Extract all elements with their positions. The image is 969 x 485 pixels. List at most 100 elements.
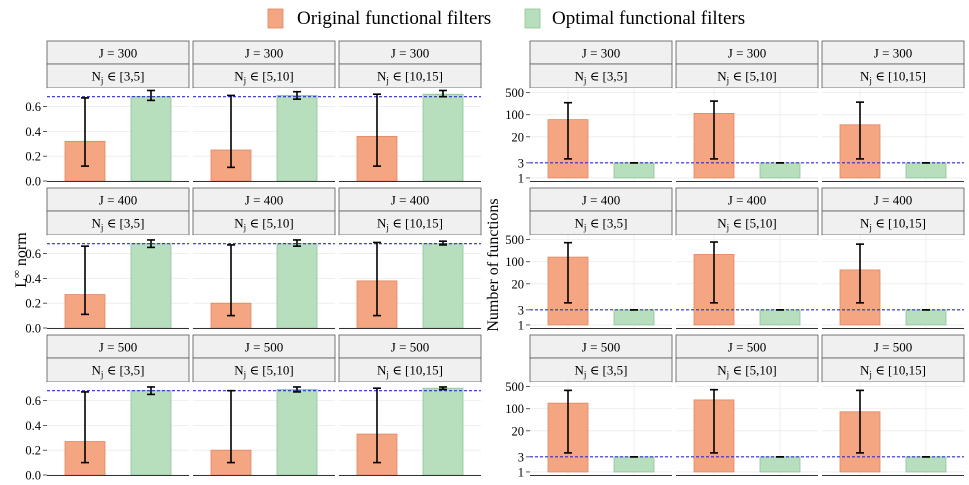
panel-right-r1-c0: J = 400 Nj ∈ [3,5] xyxy=(530,188,672,329)
facet-strip-col-label: Nj ∈ [3,5] xyxy=(575,69,628,86)
facet-strip-row-label: J = 300 xyxy=(245,46,283,61)
panel-left-r2-c0: J = 500Nj ∈ [3,5] xyxy=(47,335,189,476)
legend-label-original: Original functional filters xyxy=(297,8,491,29)
y-tick-label: 0.0 xyxy=(25,322,41,336)
y-tick-label: 0.2 xyxy=(25,150,41,164)
bar-optimal xyxy=(760,163,800,178)
y-tick-label: 1 xyxy=(518,465,524,479)
y-tick-label: 500 xyxy=(505,380,524,394)
facet-strip-row-label: J = 400 xyxy=(582,193,620,208)
y-tick-label: 3 xyxy=(518,303,524,317)
bar-optimal xyxy=(906,457,946,472)
bar-optimal xyxy=(131,391,171,475)
facet-strip-col-label: Nj ∈ [5,10] xyxy=(234,69,293,86)
panel-left-r2-c2: J = 500Nj ∈ [10,15] xyxy=(339,335,481,476)
panel-left-r0-c0: J = 300 Nj ∈ [3,5] xyxy=(47,41,189,182)
facet-strip-col-label: Nj ∈ [5,10] xyxy=(717,69,776,86)
panel-left-r1-c0: J = 400 Nj ∈ [3,5] xyxy=(47,188,189,329)
facet-col-rest: ∈ [5,10] xyxy=(246,69,294,84)
y-tick-label: 0.6 xyxy=(25,100,41,114)
panel-right-r0-c2: J = 300Nj ∈ [10,15] xyxy=(822,41,964,182)
facet-col-rest: ∈ [5,10] xyxy=(729,69,777,84)
facet-col-rest: ∈ [3,5] xyxy=(103,363,144,378)
y-axis-right-row-0: 1320100500 xyxy=(505,86,530,185)
facet-strip-row-label: J = 400 xyxy=(99,193,137,208)
facet-strip-row-label: J = 300 xyxy=(728,46,766,61)
facet-strip-row-label: J = 300 xyxy=(99,46,137,61)
bar-optimal xyxy=(906,163,946,178)
bar-optimal xyxy=(131,97,171,181)
y-tick-label: 20 xyxy=(512,424,525,438)
facet-strip-row-label: J = 400 xyxy=(874,193,912,208)
facet-col-rest: ∈ [5,10] xyxy=(246,216,294,231)
bar-optimal xyxy=(423,388,463,475)
y-tick-label: 0.6 xyxy=(25,247,41,261)
facet-strip-row-label: J = 300 xyxy=(391,46,429,61)
facet-col-rest: ∈ [10,15] xyxy=(872,363,926,378)
bar-optimal xyxy=(423,94,463,181)
panel-right-r2-c1: J = 500Nj ∈ [5,10] xyxy=(676,335,818,476)
facet-col-rest: ∈ [10,15] xyxy=(872,69,926,84)
facet-col-rest: ∈ [3,5] xyxy=(103,216,144,231)
facet-strip-col-label: Nj ∈ [5,10] xyxy=(234,216,293,233)
facet-col-rest: ∈ [3,5] xyxy=(586,69,627,84)
facet-col-rest: ∈ [10,15] xyxy=(389,216,443,231)
y-tick-label: 20 xyxy=(512,277,525,291)
facet-strip-row-label: J = 300 xyxy=(874,46,912,61)
y-tick-label: 500 xyxy=(505,233,524,247)
bar-optimal xyxy=(760,310,800,325)
y-tick-label: 0.0 xyxy=(25,469,41,483)
facet-strip-row-label: J = 400 xyxy=(391,193,429,208)
y-tick-label: 3 xyxy=(518,156,524,170)
y-tick-label: 500 xyxy=(505,86,524,100)
facet-col-rest: ∈ [3,5] xyxy=(586,363,627,378)
y-tick-label: 1 xyxy=(518,171,524,185)
legend-swatch-original xyxy=(268,9,283,28)
y-tick-label: 20 xyxy=(512,130,525,144)
right-y-axis-label: Number of functions xyxy=(485,198,502,331)
legend: Original functional filters Optimal func… xyxy=(268,8,745,29)
panel-left-r0-c1: J = 300 Nj ∈ [5,10] xyxy=(193,41,335,182)
bar-optimal xyxy=(423,244,463,328)
panel-left-r0-c2: J = 300Nj ∈ [10,15] xyxy=(339,41,481,182)
facet-col-rest: ∈ [3,5] xyxy=(586,216,627,231)
bar-optimal xyxy=(614,310,654,325)
y-tick-label: 0.0 xyxy=(25,175,41,189)
y-tick-label: 0.6 xyxy=(25,394,41,408)
y-tick-label: 100 xyxy=(505,402,524,416)
facet-strip-row-label: J = 500 xyxy=(245,340,283,355)
legend-swatch-optimal xyxy=(525,9,540,28)
facet-strip-row-label: J = 500 xyxy=(874,340,912,355)
facet-col-rest: ∈ [10,15] xyxy=(389,363,443,378)
facet-strip-col-label: Nj ∈ [5,10] xyxy=(234,363,293,380)
bar-optimal xyxy=(277,95,317,181)
y-tick-label: 0.4 xyxy=(25,125,41,139)
facet-strip-row-label: J = 400 xyxy=(728,193,766,208)
y-axis-left-row-0: 0.0 0.2 0.4 0.6 xyxy=(25,100,47,188)
facet-strip-col-label: Nj ∈ [3,5] xyxy=(92,216,145,233)
panel-right-r2-c2: J = 500 Nj ∈ [10,15] xyxy=(822,335,964,476)
facet-col-rest: ∈ [5,10] xyxy=(729,363,777,378)
y-tick-label: 0.2 xyxy=(25,444,41,458)
bar-optimal xyxy=(277,244,317,328)
bar-optimal xyxy=(614,163,654,178)
panel-left-r1-c2: J = 400 Nj ∈ [10,15] xyxy=(339,188,481,329)
y-tick-label: 3 xyxy=(518,450,524,464)
bar-optimal xyxy=(906,310,946,325)
faceted-bar-figure: Original functional filters Optimal func… xyxy=(0,0,969,485)
panel-left-r2-c1: J = 500 Nj ∈ [5,10] xyxy=(193,335,335,476)
y-tick-label: 100 xyxy=(505,255,524,269)
y-tick-label: 0.4 xyxy=(25,272,41,286)
y-tick-label: 0.2 xyxy=(25,297,41,311)
facet-strip-row-label: J = 300 xyxy=(582,46,620,61)
bar-optimal xyxy=(760,457,800,472)
facet-strip-col-label: Nj ∈ [3,5] xyxy=(575,216,628,233)
panel-right-r2-c0: J = 500Nj ∈ [3,5] xyxy=(530,335,672,476)
y-tick-label: 1 xyxy=(518,318,524,332)
facet-strip-col-label: Nj ∈ [3,5] xyxy=(92,69,145,86)
y-axis-right-row-1: 13 20 100 500 xyxy=(505,233,530,332)
facet-strip-col-label: Nj ∈ [3,5] xyxy=(575,363,628,380)
y-axis-right-row-2: 13 20 100 500 xyxy=(505,380,530,479)
